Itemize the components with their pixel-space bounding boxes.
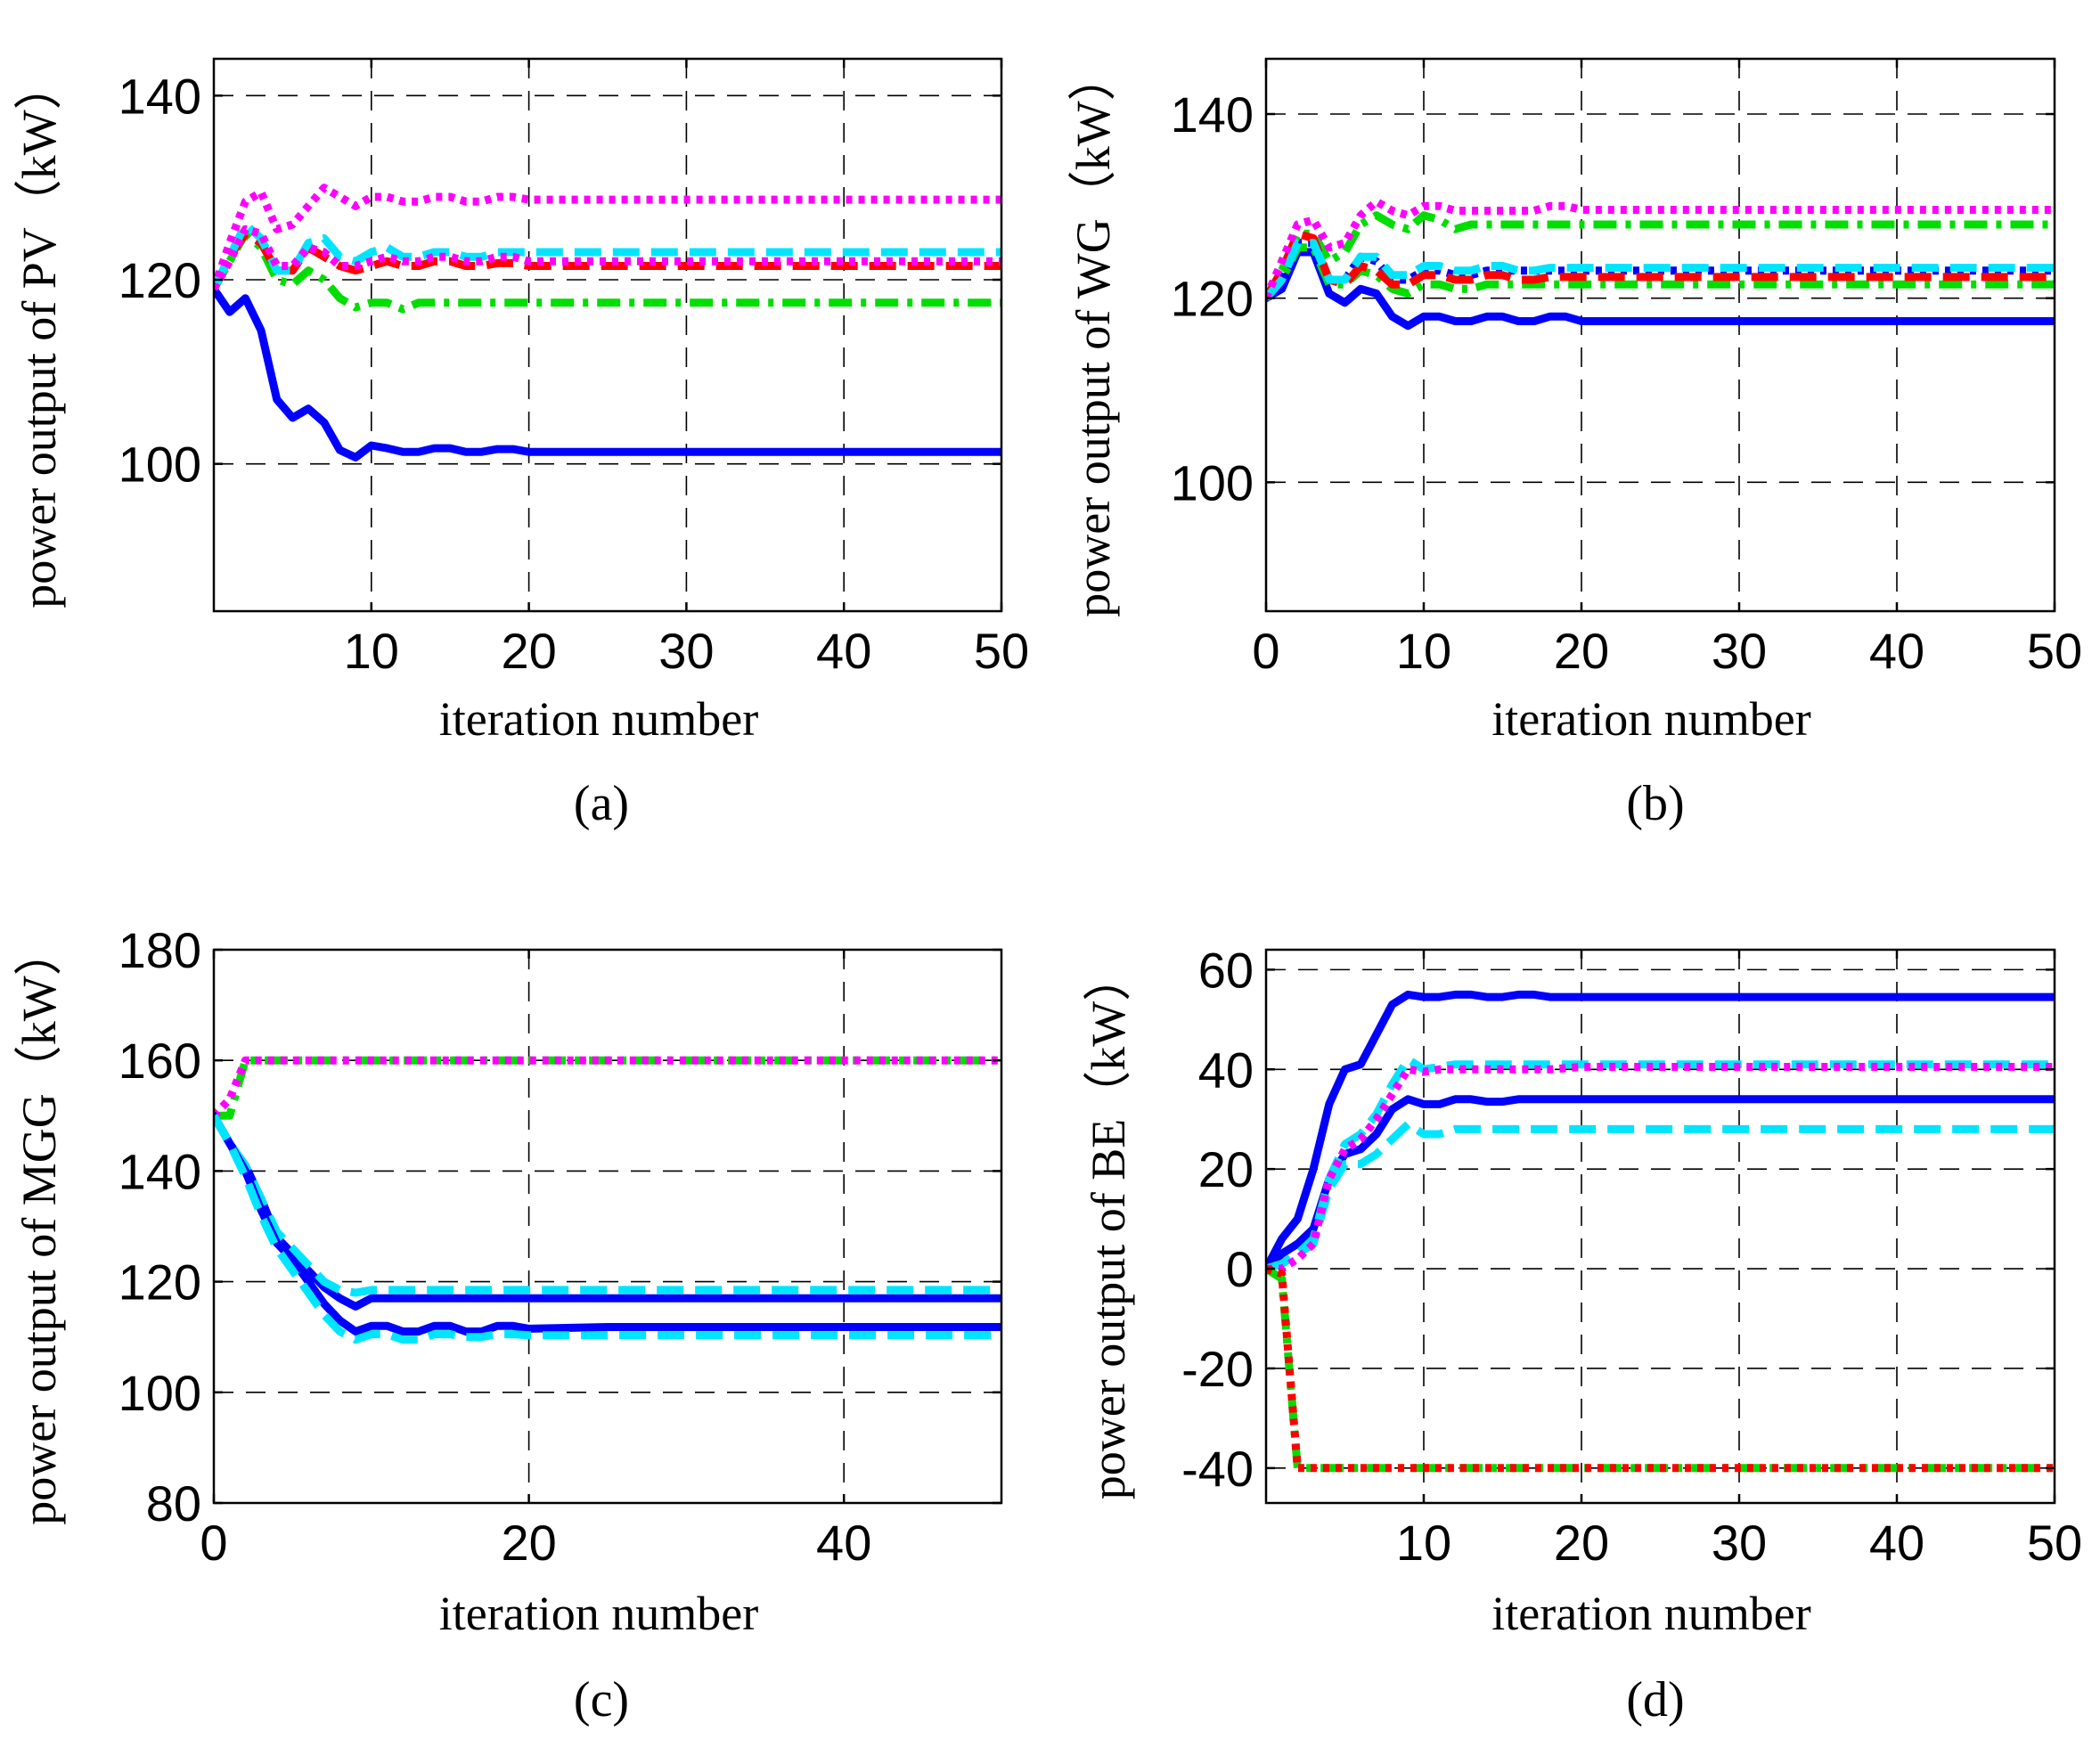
x-axis-label: iteration number (439, 692, 758, 746)
series-group (1266, 990, 2055, 1473)
line-series-2-magenta (214, 1056, 1001, 1119)
y-tick-label: 80 (146, 1475, 201, 1531)
line-series-4-cyan (214, 1114, 1001, 1297)
y-tick-label: 100 (1171, 454, 1254, 510)
y-tick-label: 160 (118, 1033, 201, 1089)
line-series-3-blue (214, 1111, 1001, 1311)
series-group (1266, 197, 2055, 331)
x-tick-label: 40 (816, 623, 871, 679)
line-series-2-blue (1266, 1095, 2055, 1273)
x-tick-label: 50 (2027, 1515, 2082, 1571)
line-series-1-blue (1266, 248, 2055, 331)
x-tick-label: 20 (501, 1515, 556, 1571)
y-tick-label: -40 (1181, 1441, 1254, 1497)
y-axis-label: power output of PV（kW） (12, 61, 66, 608)
panel-c: 0 20 40 80 100 120 140 160 180 iteration number po… (12, 922, 1003, 1727)
x-tick-label: 40 (1869, 1515, 1924, 1571)
y-tick-label: 60 (1198, 942, 1254, 998)
x-tick-label: 0 (200, 1515, 227, 1571)
x-tick-label: 40 (1869, 623, 1924, 679)
x-tick-label: 10 (1396, 1515, 1451, 1571)
y-tick-label: 120 (118, 1254, 201, 1311)
series-group (214, 1056, 1001, 1344)
line-series-5-magenta (1266, 1063, 2055, 1273)
x-tick-label: 30 (658, 623, 714, 679)
y-tick-label: 20 (1198, 1141, 1254, 1197)
line-series-1-blue (214, 284, 1001, 461)
line-series-3-red (214, 229, 1001, 291)
y-tick-label: 100 (118, 1365, 201, 1421)
line-series-5-blue (214, 1111, 1001, 1335)
panel-a: 10 20 30 40 50 100 120 140 iteration number power… (12, 57, 1029, 831)
x-tick-label: 10 (1396, 623, 1451, 679)
y-tick-label: 40 (1198, 1041, 1254, 1098)
panel-caption: (a) (574, 776, 629, 831)
x-tick-label: 10 (344, 623, 399, 679)
x-tick-label: 20 (1554, 1515, 1609, 1571)
panel-b: 0 10 20 30 40 50 100 120 140 iteration number powe… (1066, 53, 2082, 831)
series-group (214, 184, 1001, 461)
panel-caption: (b) (1626, 776, 1684, 831)
x-axis-label: iteration number (439, 1587, 758, 1640)
y-axis-label: power output of MGG（kW） (12, 927, 66, 1524)
line-series-7-red (1266, 1264, 2055, 1473)
line-series-1-blue (1266, 990, 2055, 1273)
x-tick-label: 30 (1712, 1515, 1767, 1571)
line-series-2-green (214, 229, 1001, 314)
x-tick-label: 50 (974, 623, 1029, 679)
x-tick-label: 20 (501, 623, 556, 679)
y-axis-label: power output of WG（kW） (1066, 53, 1120, 617)
y-tick-label: 120 (1171, 271, 1254, 327)
y-tick-label: 0 (1226, 1241, 1254, 1297)
x-axis-label: iteration number (1491, 692, 1810, 746)
line-series-6-cyan (214, 1114, 1001, 1344)
y-tick-label: 100 (118, 437, 201, 493)
y-tick-label: -20 (1181, 1341, 1254, 1397)
line-series-5-magenta (214, 184, 1001, 290)
plot-frame (212, 57, 1003, 613)
panel-caption: (d) (1626, 1672, 1684, 1727)
plot-frame (1264, 948, 2056, 1505)
line-series-7-magenta (1266, 197, 2055, 300)
x-tick-label: 40 (816, 1515, 871, 1571)
x-tick-label: 30 (1712, 623, 1767, 679)
x-tick-label: 50 (2027, 623, 2082, 679)
line-series-6-cyan (1266, 239, 2055, 301)
plot-frame (212, 948, 1003, 1505)
x-axis-label: iteration number (1491, 1587, 1810, 1640)
line-series-6-magenta (214, 225, 1001, 291)
x-tick-label: 20 (1554, 623, 1609, 679)
x-tick-label: 0 (1252, 623, 1279, 679)
line-series-3-cyan (1266, 1120, 2055, 1273)
line-series-1-green (214, 1056, 1001, 1120)
line-series-4-cyan (1266, 1055, 2055, 1273)
y-axis-label: power output of BE（kW） (1082, 953, 1135, 1499)
y-tick-label: 120 (118, 252, 201, 308)
panel-d: 10 20 30 40 50 -40 -20 0 20 40 60 iteration number p… (1082, 942, 2082, 1727)
y-tick-label: 180 (118, 922, 201, 978)
panel-caption: (c) (574, 1672, 629, 1727)
plot-frame (1264, 57, 2056, 613)
line-series-3-green (1266, 211, 2055, 300)
y-tick-label: 140 (1171, 86, 1254, 143)
y-tick-label: 140 (118, 1143, 201, 1199)
y-tick-label: 140 (118, 68, 201, 124)
line-series-5-red (1266, 229, 2055, 300)
